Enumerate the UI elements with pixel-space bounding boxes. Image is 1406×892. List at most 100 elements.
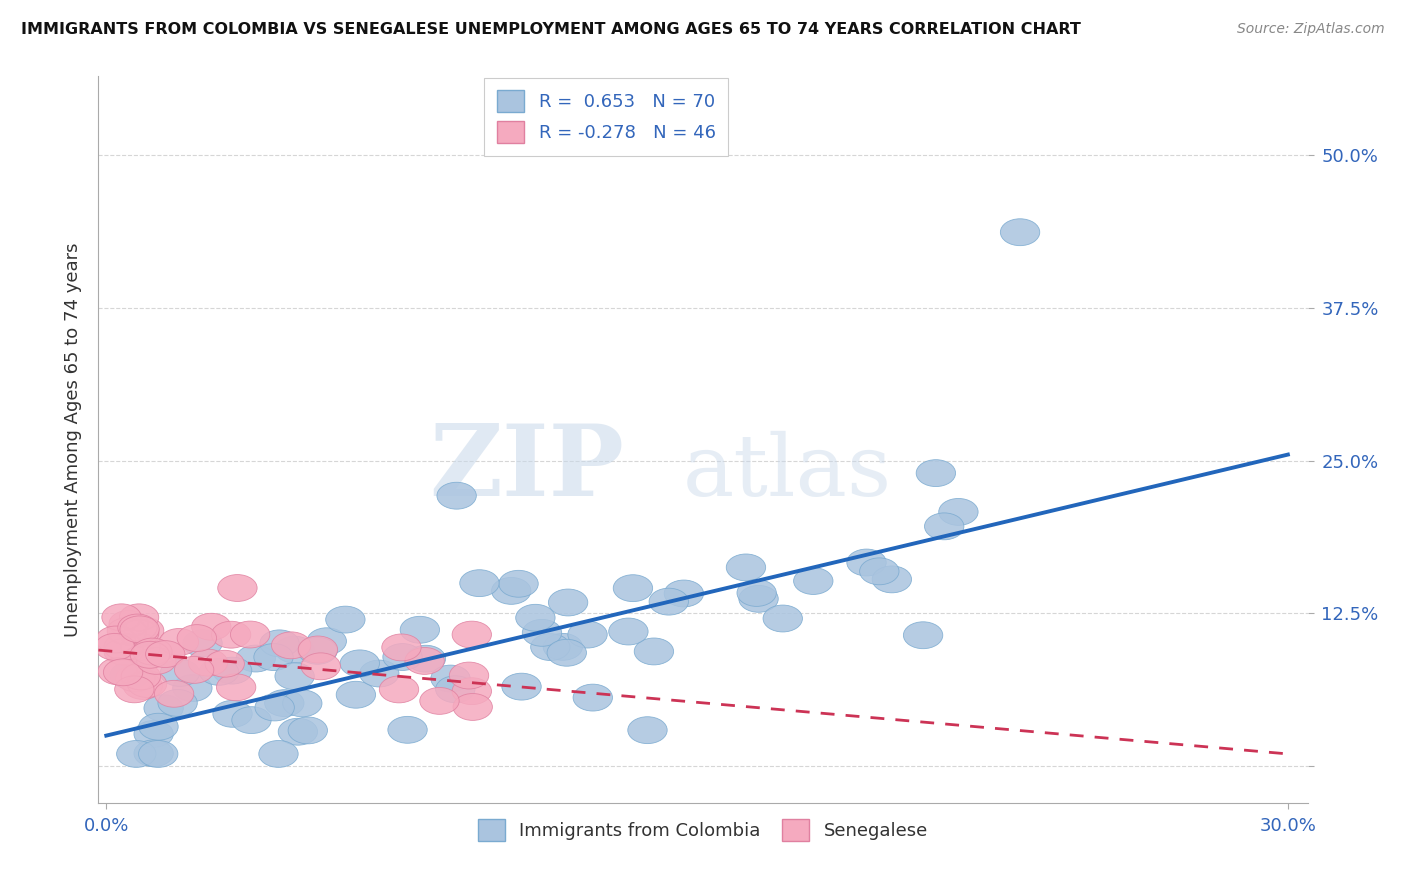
Ellipse shape xyxy=(276,663,315,690)
Ellipse shape xyxy=(120,604,159,631)
Ellipse shape xyxy=(522,619,561,647)
Ellipse shape xyxy=(846,549,886,576)
Ellipse shape xyxy=(217,673,256,701)
Ellipse shape xyxy=(650,588,689,615)
Ellipse shape xyxy=(115,676,155,703)
Ellipse shape xyxy=(430,665,470,692)
Ellipse shape xyxy=(278,718,318,745)
Ellipse shape xyxy=(183,630,222,657)
Ellipse shape xyxy=(307,628,346,655)
Ellipse shape xyxy=(499,570,538,598)
Ellipse shape xyxy=(450,662,489,689)
Ellipse shape xyxy=(188,649,228,676)
Ellipse shape xyxy=(613,574,652,601)
Ellipse shape xyxy=(872,566,911,593)
Ellipse shape xyxy=(405,648,444,674)
Ellipse shape xyxy=(340,650,380,677)
Ellipse shape xyxy=(502,673,541,700)
Ellipse shape xyxy=(543,633,582,660)
Ellipse shape xyxy=(360,660,399,687)
Ellipse shape xyxy=(121,663,160,690)
Ellipse shape xyxy=(205,650,245,677)
Ellipse shape xyxy=(132,638,172,665)
Ellipse shape xyxy=(139,714,179,740)
Ellipse shape xyxy=(271,632,311,659)
Ellipse shape xyxy=(236,645,276,672)
Ellipse shape xyxy=(131,641,170,668)
Ellipse shape xyxy=(436,676,475,703)
Ellipse shape xyxy=(200,658,239,685)
Ellipse shape xyxy=(104,639,143,665)
Ellipse shape xyxy=(264,690,304,716)
Ellipse shape xyxy=(211,621,250,648)
Ellipse shape xyxy=(139,740,179,767)
Ellipse shape xyxy=(740,585,779,612)
Ellipse shape xyxy=(155,681,194,707)
Ellipse shape xyxy=(104,659,143,686)
Ellipse shape xyxy=(177,624,217,651)
Ellipse shape xyxy=(298,638,337,665)
Ellipse shape xyxy=(737,580,776,607)
Ellipse shape xyxy=(326,607,366,633)
Ellipse shape xyxy=(609,618,648,645)
Ellipse shape xyxy=(664,580,703,607)
Ellipse shape xyxy=(173,674,212,701)
Ellipse shape xyxy=(530,633,569,660)
Ellipse shape xyxy=(547,640,586,666)
Ellipse shape xyxy=(574,684,613,711)
Ellipse shape xyxy=(453,693,492,721)
Ellipse shape xyxy=(120,615,159,643)
Ellipse shape xyxy=(727,554,766,581)
Ellipse shape xyxy=(382,634,422,661)
Ellipse shape xyxy=(254,694,294,721)
Ellipse shape xyxy=(115,665,155,691)
Ellipse shape xyxy=(174,657,214,683)
Ellipse shape xyxy=(134,739,173,767)
Ellipse shape xyxy=(146,640,186,667)
Ellipse shape xyxy=(136,648,176,674)
Ellipse shape xyxy=(104,633,143,660)
Ellipse shape xyxy=(128,671,167,698)
Ellipse shape xyxy=(382,643,422,671)
Y-axis label: Unemployment Among Ages 65 to 74 years: Unemployment Among Ages 65 to 74 years xyxy=(63,242,82,637)
Ellipse shape xyxy=(437,483,477,509)
Ellipse shape xyxy=(98,657,138,685)
Ellipse shape xyxy=(107,618,146,645)
Ellipse shape xyxy=(274,636,314,663)
Text: atlas: atlas xyxy=(683,431,893,514)
Ellipse shape xyxy=(160,659,200,686)
Ellipse shape xyxy=(121,633,160,660)
Ellipse shape xyxy=(301,653,340,680)
Text: IMMIGRANTS FROM COLOMBIA VS SENEGALESE UNEMPLOYMENT AMONG AGES 65 TO 74 YEARS CO: IMMIGRANTS FROM COLOMBIA VS SENEGALESE U… xyxy=(21,22,1081,37)
Ellipse shape xyxy=(1000,219,1040,245)
Ellipse shape xyxy=(859,558,898,585)
Ellipse shape xyxy=(628,717,668,744)
Ellipse shape xyxy=(117,740,156,767)
Ellipse shape xyxy=(388,716,427,743)
Ellipse shape xyxy=(134,721,173,747)
Ellipse shape xyxy=(763,605,803,632)
Ellipse shape xyxy=(453,621,492,648)
Ellipse shape xyxy=(380,676,419,703)
Ellipse shape xyxy=(492,577,531,604)
Ellipse shape xyxy=(568,621,607,648)
Ellipse shape xyxy=(231,621,270,648)
Ellipse shape xyxy=(283,690,322,717)
Ellipse shape xyxy=(917,459,956,486)
Ellipse shape xyxy=(157,690,197,716)
Ellipse shape xyxy=(120,620,159,647)
Ellipse shape xyxy=(218,574,257,601)
Ellipse shape xyxy=(925,513,965,540)
Ellipse shape xyxy=(401,616,440,643)
Ellipse shape xyxy=(191,614,231,640)
Ellipse shape xyxy=(634,638,673,665)
Ellipse shape xyxy=(904,622,943,648)
Ellipse shape xyxy=(212,657,252,684)
Ellipse shape xyxy=(793,567,832,594)
Ellipse shape xyxy=(125,617,165,644)
Ellipse shape xyxy=(516,605,555,632)
Ellipse shape xyxy=(124,673,163,699)
Ellipse shape xyxy=(288,717,328,744)
Ellipse shape xyxy=(143,695,183,722)
Ellipse shape xyxy=(298,636,337,663)
